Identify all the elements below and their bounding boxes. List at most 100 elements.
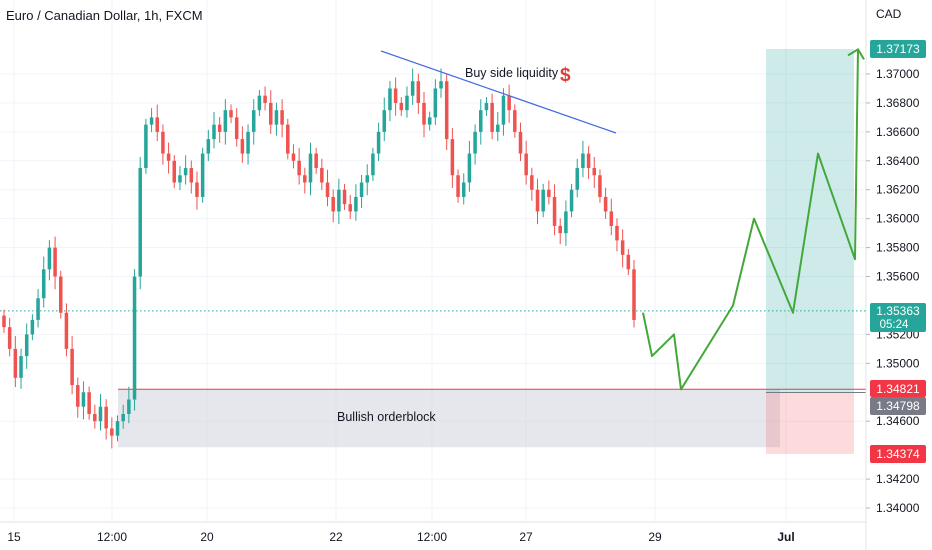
candle-body[interactable] — [268, 102, 273, 125]
candle-body[interactable] — [439, 81, 443, 89]
candle-body[interactable] — [427, 117, 432, 125]
candle-body[interactable] — [450, 139, 455, 176]
candle-body[interactable] — [195, 182, 199, 197]
candle-body[interactable] — [64, 312, 69, 349]
candle-body[interactable] — [524, 153, 528, 176]
candle-body[interactable] — [115, 421, 120, 436]
candle-body[interactable] — [297, 160, 301, 176]
candle-body[interactable] — [569, 189, 574, 212]
candle-body[interactable] — [320, 168, 324, 183]
candle-body[interactable] — [620, 240, 625, 255]
candle-body[interactable] — [501, 95, 506, 125]
candle-body[interactable] — [530, 175, 534, 190]
candle-body[interactable] — [251, 110, 256, 132]
candle-body[interactable] — [58, 276, 63, 313]
candle-body[interactable] — [535, 189, 540, 212]
candle-body[interactable] — [155, 117, 160, 132]
candle-body[interactable] — [144, 124, 148, 169]
candle-body[interactable] — [626, 254, 631, 270]
candle-body[interactable] — [41, 269, 46, 299]
candle-body[interactable] — [178, 175, 182, 183]
candle-body[interactable] — [632, 269, 636, 320]
candle-body[interactable] — [189, 168, 194, 183]
candle-body[interactable] — [303, 175, 307, 183]
candle-body[interactable] — [104, 406, 108, 429]
candle-body[interactable] — [234, 117, 239, 140]
candle-body[interactable] — [161, 131, 165, 154]
candle-body[interactable] — [365, 175, 370, 183]
candle-body[interactable] — [132, 276, 137, 400]
candle-body[interactable] — [473, 131, 477, 154]
candle-body[interactable] — [603, 196, 608, 212]
candle-body[interactable] — [581, 153, 585, 169]
candle-body[interactable] — [416, 81, 421, 103]
candle-body[interactable] — [490, 102, 494, 132]
candle-body[interactable] — [348, 204, 352, 212]
candle-body[interactable] — [53, 247, 57, 277]
candle-body[interactable] — [371, 153, 375, 176]
candle-body[interactable] — [110, 428, 114, 436]
candle-body[interactable] — [507, 95, 511, 111]
candle-body[interactable] — [2, 315, 6, 328]
candle-body[interactable] — [76, 385, 80, 407]
candle-body[interactable] — [257, 95, 262, 111]
candle-body[interactable] — [592, 168, 597, 176]
candle-body[interactable] — [444, 81, 449, 140]
candle-body[interactable] — [217, 124, 222, 132]
candle-body[interactable] — [212, 124, 216, 140]
candle-body[interactable] — [240, 139, 245, 154]
candle-body[interactable] — [552, 196, 557, 226]
candle-body[interactable] — [127, 399, 131, 414]
candle-body[interactable] — [461, 182, 466, 197]
candle-body[interactable] — [496, 124, 500, 132]
candle-body[interactable] — [354, 196, 358, 212]
candle-body[interactable] — [422, 102, 426, 125]
candle-body[interactable] — [456, 175, 460, 197]
candle-body[interactable] — [376, 131, 381, 154]
candle-body[interactable] — [229, 110, 233, 118]
candle-body[interactable] — [13, 348, 18, 378]
candle-body[interactable] — [223, 110, 228, 132]
candle-body[interactable] — [541, 189, 545, 212]
candle-body[interactable] — [513, 110, 517, 132]
candle-body[interactable] — [87, 392, 91, 414]
candle-body[interactable] — [98, 406, 103, 422]
candle-body[interactable] — [547, 189, 551, 197]
candle-body[interactable] — [47, 247, 52, 270]
candle-body[interactable] — [246, 131, 250, 154]
candle-body[interactable] — [399, 102, 404, 111]
candle-body[interactable] — [393, 88, 398, 103]
candle-body[interactable] — [24, 334, 29, 357]
candle-body[interactable] — [558, 225, 562, 234]
candle-body[interactable] — [166, 153, 171, 161]
candle-body[interactable] — [410, 81, 415, 96]
time-axis[interactable]: 15 12:00 20 22 12:00 27 29 Jul — [7, 530, 794, 544]
candle-body[interactable] — [206, 139, 211, 154]
candle-body[interactable] — [172, 160, 177, 183]
candle-body[interactable] — [615, 225, 619, 241]
candle-body[interactable] — [274, 110, 279, 125]
candle-body[interactable] — [286, 124, 290, 154]
candle-body[interactable] — [30, 319, 35, 335]
candle-body[interactable] — [484, 102, 489, 111]
candle-body[interactable] — [342, 189, 347, 205]
candle-body[interactable] — [467, 153, 472, 183]
candle-body[interactable] — [308, 153, 313, 183]
candle-body[interactable] — [388, 88, 392, 111]
candle-body[interactable] — [337, 189, 341, 212]
candle-body[interactable] — [149, 117, 154, 125]
candle-body[interactable] — [81, 392, 86, 407]
candle-body[interactable] — [325, 182, 330, 197]
candle-body[interactable] — [19, 356, 23, 378]
candle-body[interactable] — [586, 153, 591, 169]
candle-body[interactable] — [70, 348, 74, 386]
candle-body[interactable] — [263, 95, 267, 103]
candle-body[interactable] — [331, 196, 335, 212]
candle-body[interactable] — [433, 88, 438, 118]
candle-body[interactable] — [183, 168, 188, 176]
candle-body[interactable] — [314, 153, 318, 169]
candle-body[interactable] — [598, 175, 602, 197]
candle-body[interactable] — [382, 110, 387, 132]
candle-body[interactable] — [575, 168, 580, 190]
